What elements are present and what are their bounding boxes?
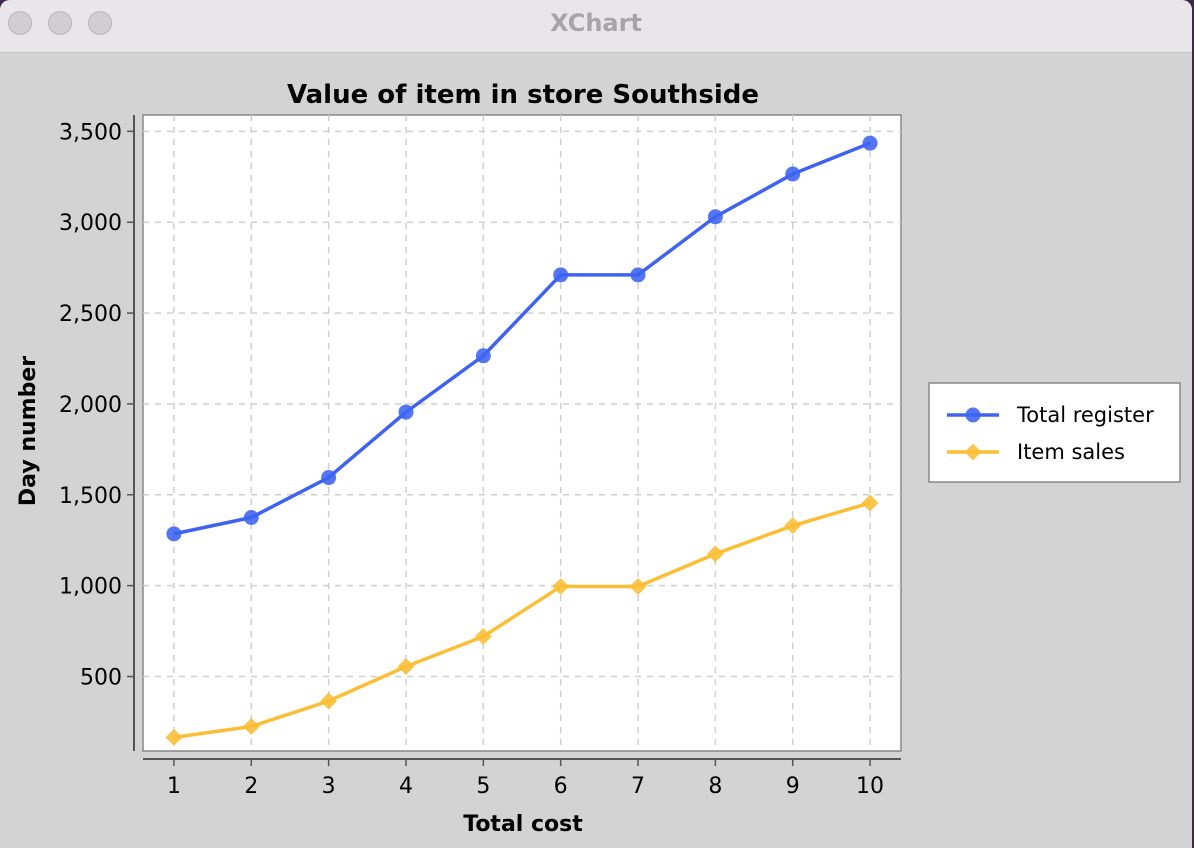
data-point-item-sales-4 <box>397 658 415 676</box>
y-tick-label-2000: 2,000 <box>59 393 122 418</box>
data-point-item-sales-5 <box>474 628 492 646</box>
y-axis-label: Day number <box>16 356 41 506</box>
data-point-total-register-1 <box>166 526 182 542</box>
data-point-item-sales-6 <box>552 578 570 596</box>
x-tick-label-7: 7 <box>631 774 645 799</box>
zoom-window-button[interactable] <box>88 11 112 35</box>
series-group <box>165 135 879 746</box>
window-title: XChart <box>550 9 642 37</box>
data-point-total-register-10 <box>862 135 878 151</box>
legend-label-total-register: Total register <box>1016 403 1154 427</box>
data-point-item-sales-2 <box>242 717 260 735</box>
x-tick-label-9: 9 <box>786 774 800 799</box>
data-point-item-sales-8 <box>706 545 724 563</box>
x-tick-label-5: 5 <box>476 774 490 799</box>
series-line-item-sales <box>173 501 871 740</box>
legend-marker-total-register <box>965 407 981 423</box>
close-window-button[interactable] <box>8 11 32 35</box>
x-tick-label-10: 10 <box>856 774 884 799</box>
data-point-total-register-7 <box>630 267 646 283</box>
y-tick-label-2500: 2,500 <box>59 302 122 327</box>
data-point-total-register-4 <box>398 404 414 420</box>
x-axis-label: Total cost <box>463 812 583 837</box>
y-axis-ticks: 500 1,000 1,500 2,000 2,500 3,000 3,500 <box>59 120 134 690</box>
data-point-total-register-6 <box>553 267 569 283</box>
x-tick-label-1: 1 <box>167 774 181 799</box>
legend-label-item-sales: Item sales <box>1017 440 1125 464</box>
x-axis-ticks: 1 2 3 4 5 6 7 8 9 10 <box>167 759 884 799</box>
chart-panel: Value of item in store Southside 500 1,00… <box>0 53 1192 848</box>
chart-title: Value of item in store Southside <box>287 80 759 110</box>
y-tick-label-1000: 1,000 <box>59 575 122 600</box>
x-tick-label-4: 4 <box>399 774 413 799</box>
x-tick-label-3: 3 <box>322 774 336 799</box>
y-tick-label-1500: 1,500 <box>59 484 122 509</box>
x-tick-label-8: 8 <box>708 774 722 799</box>
series-line-total-register <box>173 141 871 536</box>
data-point-item-sales-3 <box>320 692 338 710</box>
data-point-item-sales-1 <box>165 728 183 746</box>
x-tick-label-6: 6 <box>554 774 568 799</box>
y-tick-label-500: 500 <box>80 665 122 690</box>
x-tick-label-2: 2 <box>244 774 258 799</box>
data-point-total-register-5 <box>475 348 491 364</box>
data-point-total-register-2 <box>243 509 259 525</box>
title-bar: XChart <box>0 0 1192 53</box>
data-point-item-sales-7 <box>629 578 647 596</box>
data-point-total-register-8 <box>707 209 723 225</box>
legend: Total register Item sales <box>928 382 1181 483</box>
legend-marker-item-sales <box>964 443 982 461</box>
plot-area <box>142 114 902 752</box>
line-chart: Value of item in store Southside 500 1,00… <box>16 80 1181 837</box>
data-point-item-sales-10 <box>861 494 879 512</box>
y-tick-label-3000: 3,000 <box>59 211 122 236</box>
minimize-window-button[interactable] <box>48 11 72 35</box>
y-tick-label-3500: 3,500 <box>59 120 122 145</box>
data-point-item-sales-9 <box>784 517 802 535</box>
legend-box <box>928 382 1181 483</box>
data-point-total-register-3 <box>321 470 337 486</box>
data-point-total-register-9 <box>785 166 801 182</box>
